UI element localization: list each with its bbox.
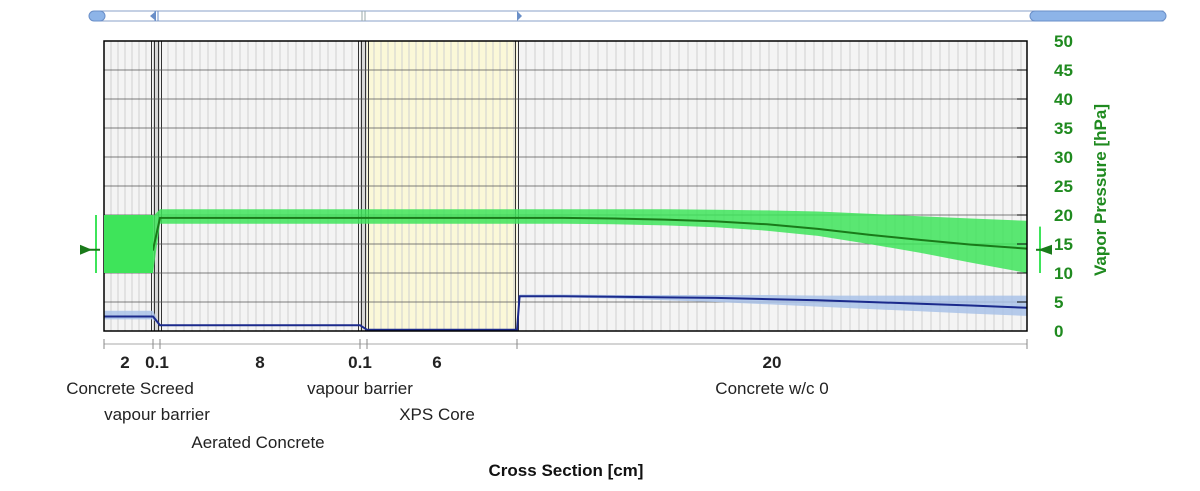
layer-thickness-label: 20 xyxy=(763,353,782,372)
y-tick-label: 5 xyxy=(1054,293,1063,312)
outdoor-band xyxy=(104,215,153,273)
saturation-line xyxy=(104,295,1028,331)
y-tick-label: 40 xyxy=(1054,90,1073,109)
boundary-markers xyxy=(80,215,1052,273)
plot-grid xyxy=(104,41,1027,331)
y-tick-label: 10 xyxy=(1054,264,1073,283)
scroller-left-cap[interactable] xyxy=(88,10,106,22)
y-tick-label: 35 xyxy=(1054,119,1073,138)
layer-name-label: XPS Core xyxy=(399,405,475,424)
layer-name-label: vapour barrier xyxy=(104,405,210,424)
layer-thickness-label: 0.1 xyxy=(145,353,169,372)
section-scroller[interactable] xyxy=(88,10,1167,22)
scroller-right-cap[interactable] xyxy=(1029,10,1167,22)
layer-thickness-label: 6 xyxy=(432,353,441,372)
scroller-marker-right[interactable] xyxy=(517,11,522,21)
layer-name-label: vapour barrier xyxy=(307,379,413,398)
y-tick-label: 25 xyxy=(1054,177,1073,196)
layer-name-label: Concrete w/c 0 xyxy=(715,379,828,398)
y-axis: 0 5 10 15 20 25 30 35 40 45 50 xyxy=(1017,32,1073,341)
scroller-marker-left[interactable] xyxy=(150,11,156,21)
y-tick-label: 15 xyxy=(1054,235,1073,254)
vapor_pressure-line xyxy=(104,216,1028,251)
layer-thickness-label: 8 xyxy=(255,353,264,372)
y-tick-label: 20 xyxy=(1054,206,1073,225)
layer-thickness-label: 2 xyxy=(120,353,129,372)
y-tick-label: 50 xyxy=(1054,32,1073,51)
uncertainty-bands xyxy=(104,209,1027,330)
saturation-band xyxy=(104,294,1027,330)
y-tick-label: 30 xyxy=(1054,148,1073,167)
layer-name-label: Aerated Concrete xyxy=(191,433,324,452)
layer-name-label: Concrete Screed xyxy=(66,379,194,398)
x-axis-title: Cross Section [cm] xyxy=(489,461,644,480)
vapor_pressure-band xyxy=(104,209,1027,273)
layer-thickness-label: 0.1 xyxy=(348,353,372,372)
x-axis: 2 Concrete Screed 0.1 vapour barrier 8 Aerate… xyxy=(66,339,1028,452)
profile-lines xyxy=(104,216,1028,331)
y-tick-label: 45 xyxy=(1054,61,1073,80)
y-tick-label: 0 xyxy=(1054,322,1063,341)
y-axis-title: Vapor Pressure [hPa] xyxy=(1091,104,1110,276)
